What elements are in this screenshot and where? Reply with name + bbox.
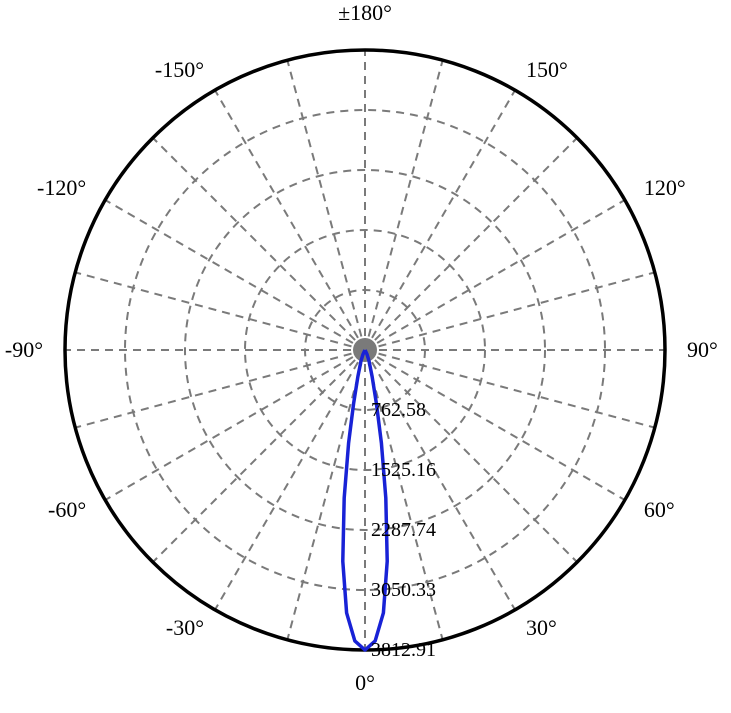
angle-label: ±180° (338, 0, 392, 25)
radial-label: 1525.16 (371, 459, 436, 481)
grid-spoke (365, 90, 515, 350)
grid-spoke (365, 60, 443, 350)
grid-spoke (365, 272, 655, 350)
angle-label: -120° (37, 175, 86, 200)
angle-label: -60° (48, 497, 86, 522)
angle-label: -30° (166, 615, 204, 640)
angle-label: 60° (644, 497, 675, 522)
grid-spoke (75, 350, 365, 428)
angle-label: -150° (155, 57, 204, 82)
grid-spoke (215, 90, 365, 350)
grid-spoke (365, 138, 577, 350)
grid-spoke (105, 200, 365, 350)
radial-label: 3050.33 (371, 579, 436, 601)
polar-svg: 762.58 1525.16 2287.74 3050.33 3812.91 ±180° -… (0, 0, 731, 713)
grid-spoke (287, 350, 365, 640)
radial-label: 2287.74 (371, 519, 436, 541)
radial-label: 3812.91 (371, 639, 436, 661)
angle-label: 90° (687, 337, 718, 362)
grid-spoke (365, 200, 625, 350)
grid-spoke (153, 138, 365, 350)
grid-spoke (153, 350, 365, 562)
polar-chart: 762.58 1525.16 2287.74 3050.33 3812.91 ±180° -… (0, 0, 731, 713)
radial-label: 762.58 (371, 399, 426, 421)
angle-label: 0° (355, 670, 375, 695)
angle-label: 150° (526, 57, 568, 82)
angle-label: 30° (526, 615, 557, 640)
angle-label: -90° (5, 337, 43, 362)
grid-spoke (287, 60, 365, 350)
grid-spoke (75, 272, 365, 350)
angle-label: 120° (644, 175, 686, 200)
grid-spoke (105, 350, 365, 500)
